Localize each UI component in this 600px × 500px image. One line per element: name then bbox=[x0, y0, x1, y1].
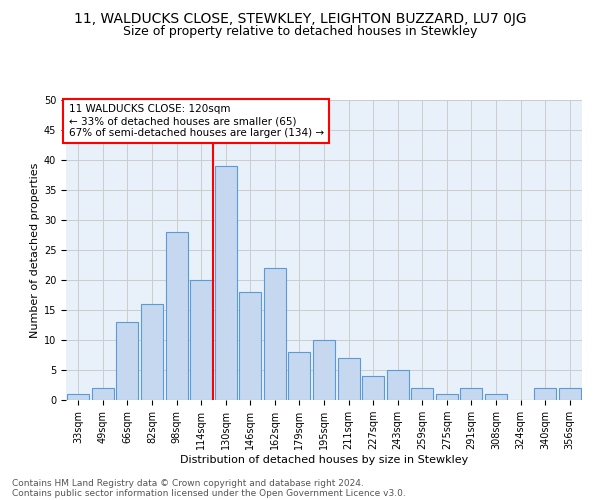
Text: Contains public sector information licensed under the Open Government Licence v3: Contains public sector information licen… bbox=[12, 488, 406, 498]
Bar bbox=[92, 388, 114, 400]
Bar bbox=[411, 388, 433, 400]
Text: 11, WALDUCKS CLOSE, STEWKLEY, LEIGHTON BUZZARD, LU7 0JG: 11, WALDUCKS CLOSE, STEWKLEY, LEIGHTON B… bbox=[74, 12, 526, 26]
Bar bbox=[264, 268, 286, 400]
Bar bbox=[141, 304, 163, 400]
Bar bbox=[386, 370, 409, 400]
Bar bbox=[166, 232, 188, 400]
Bar bbox=[239, 292, 262, 400]
Bar bbox=[559, 388, 581, 400]
Bar bbox=[460, 388, 482, 400]
Bar bbox=[67, 394, 89, 400]
Bar bbox=[313, 340, 335, 400]
Text: 11 WALDUCKS CLOSE: 120sqm
← 33% of detached houses are smaller (65)
67% of semi-: 11 WALDUCKS CLOSE: 120sqm ← 33% of detac… bbox=[68, 104, 324, 138]
Bar bbox=[289, 352, 310, 400]
Bar bbox=[190, 280, 212, 400]
Bar bbox=[215, 166, 237, 400]
Bar bbox=[338, 358, 359, 400]
Bar bbox=[362, 376, 384, 400]
Y-axis label: Number of detached properties: Number of detached properties bbox=[29, 162, 40, 338]
Text: Contains HM Land Registry data © Crown copyright and database right 2024.: Contains HM Land Registry data © Crown c… bbox=[12, 478, 364, 488]
Bar bbox=[485, 394, 507, 400]
Bar bbox=[436, 394, 458, 400]
X-axis label: Distribution of detached houses by size in Stewkley: Distribution of detached houses by size … bbox=[180, 455, 468, 465]
Bar bbox=[116, 322, 139, 400]
Text: Size of property relative to detached houses in Stewkley: Size of property relative to detached ho… bbox=[123, 25, 477, 38]
Bar bbox=[534, 388, 556, 400]
